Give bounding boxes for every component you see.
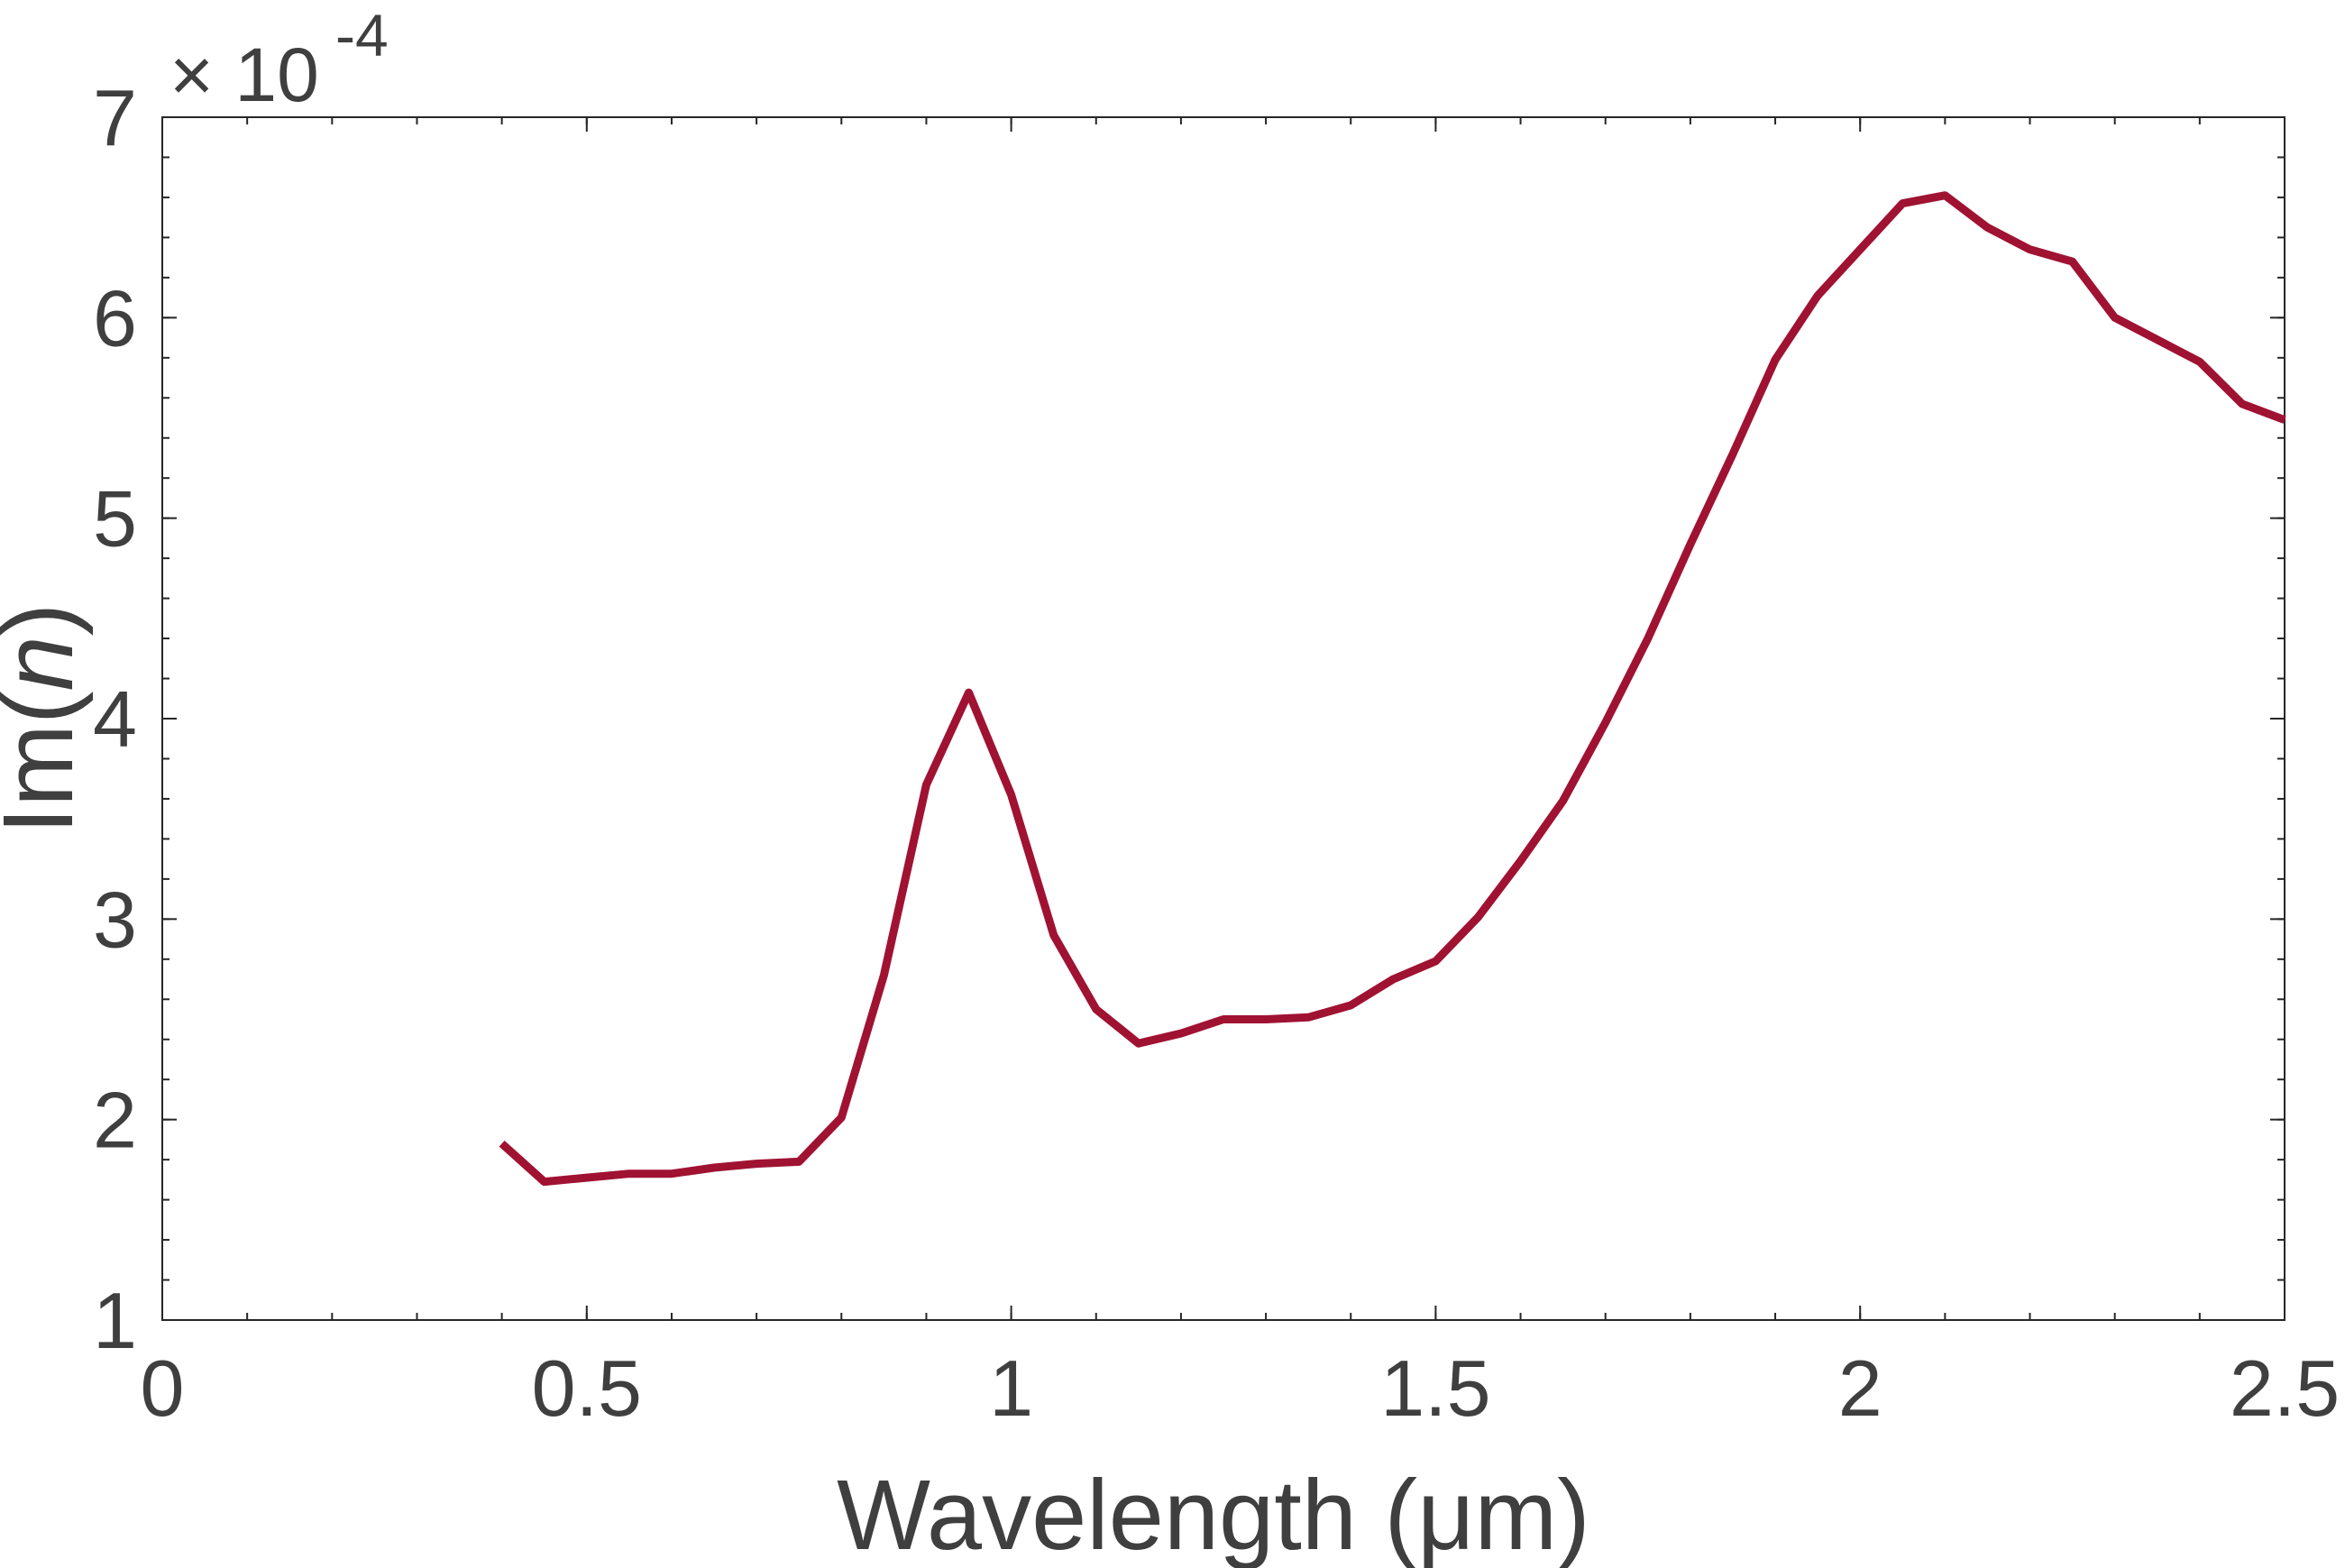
y-multiplier-exponent: -4: [335, 2, 389, 69]
x-tick-label: 2.5: [2230, 1343, 2340, 1433]
y-tick-label: 4: [93, 674, 137, 764]
major-ticks: [161, 116, 2285, 1321]
y-tick-label: 5: [93, 474, 137, 564]
y-tick-label: 2: [93, 1076, 137, 1165]
y-axis-title-variable: n: [0, 636, 94, 691]
x-tick-label: 0: [141, 1343, 185, 1433]
x-tick-labels: 0 0.5 1 1.5 2 2.5: [141, 1343, 2340, 1433]
plot-area: [161, 116, 2285, 1321]
x-tick-label: 0.5: [532, 1343, 642, 1433]
y-axis-title-suffix: ): [0, 603, 94, 637]
x-tick-label: 1: [989, 1343, 1033, 1433]
y-tick-labels: 1 2 3 4 5 6 7: [93, 73, 137, 1365]
y-tick-label: 3: [93, 875, 137, 964]
y-tick-label: 7: [93, 73, 137, 162]
y-axis-title-prefix: Im(: [0, 692, 94, 835]
series-group: [499, 191, 2286, 1187]
y-tick-label: 6: [93, 273, 137, 362]
x-tick-label: 1.5: [1380, 1343, 1490, 1433]
x-axis-title: Wavelength (μm): [837, 1460, 1590, 1568]
y-axis-title: Im(n): [0, 603, 94, 835]
x-tick-label: 2: [1838, 1343, 1882, 1433]
series-line-0: [499, 191, 2286, 1187]
y-tick-label: 1: [93, 1276, 137, 1365]
y-multiplier-base: × 10: [169, 32, 319, 117]
